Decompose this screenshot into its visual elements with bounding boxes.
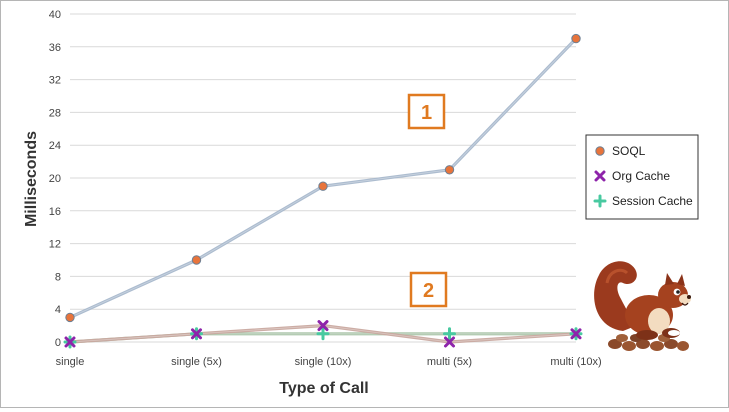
- y-tick-label: 4: [55, 304, 61, 316]
- legend-label: Org Cache: [612, 169, 670, 183]
- callout-2: 2: [409, 271, 448, 308]
- y-tick-label: 36: [49, 42, 61, 54]
- data-point: [64, 336, 76, 348]
- y-axis-ticks: 0 4 8 12 16 20 24 28 32 36 40: [49, 9, 61, 349]
- data-point: [570, 328, 582, 340]
- squirrel-icon: [594, 261, 691, 351]
- data-point: [191, 255, 202, 265]
- series-group: [63, 33, 583, 349]
- callout-2-box: [409, 271, 448, 308]
- y-tick-label: 20: [49, 173, 61, 185]
- y-tick-label: 8: [55, 271, 61, 283]
- callout-1-label: 1: [421, 102, 432, 124]
- callout-1-box: [407, 93, 446, 130]
- data-point: [191, 328, 202, 340]
- y-tick-label: 32: [49, 75, 61, 87]
- x-tick-label: multi (10x): [550, 356, 601, 368]
- data-point: [444, 165, 455, 175]
- legend-marker: [593, 194, 607, 208]
- x-tick-label: single (5x): [171, 356, 222, 368]
- callout-1: 1: [407, 93, 446, 130]
- y-tick-label: 0: [55, 337, 61, 349]
- legend-label: SOQL: [612, 144, 646, 158]
- y-tick-label: 12: [49, 239, 61, 251]
- x-tick-label: single: [56, 356, 85, 368]
- x-tick-label: multi (5x): [427, 356, 472, 368]
- data-point: [571, 33, 581, 44]
- legend-marker: [594, 170, 606, 182]
- legend-label: Session Cache: [612, 194, 693, 208]
- legend-box: [585, 134, 699, 220]
- y-tick-label: 24: [49, 140, 61, 152]
- callout-2-label: 2: [423, 280, 434, 302]
- x-axis-ticks: single single (5x) single (10x) multi (5x) m…: [56, 356, 602, 368]
- x-axis-title: Type of Call: [279, 380, 369, 397]
- data-point: [65, 312, 75, 323]
- data-point: [444, 336, 455, 348]
- x-tick-label: single (10x): [295, 356, 352, 368]
- legend: SOQL Org Cache Session Cache: [585, 134, 699, 220]
- legend-marker: [595, 146, 605, 156]
- data-point: [318, 181, 328, 191]
- data-point: [443, 327, 456, 341]
- y-tick-label: 40: [49, 9, 61, 21]
- data-point: [316, 327, 330, 341]
- data-point: [317, 320, 329, 332]
- y-tick-label: 16: [49, 206, 61, 218]
- y-axis-title: Milliseconds: [23, 131, 40, 227]
- gridlines: [70, 13, 576, 343]
- y-tick-label: 28: [49, 107, 61, 119]
